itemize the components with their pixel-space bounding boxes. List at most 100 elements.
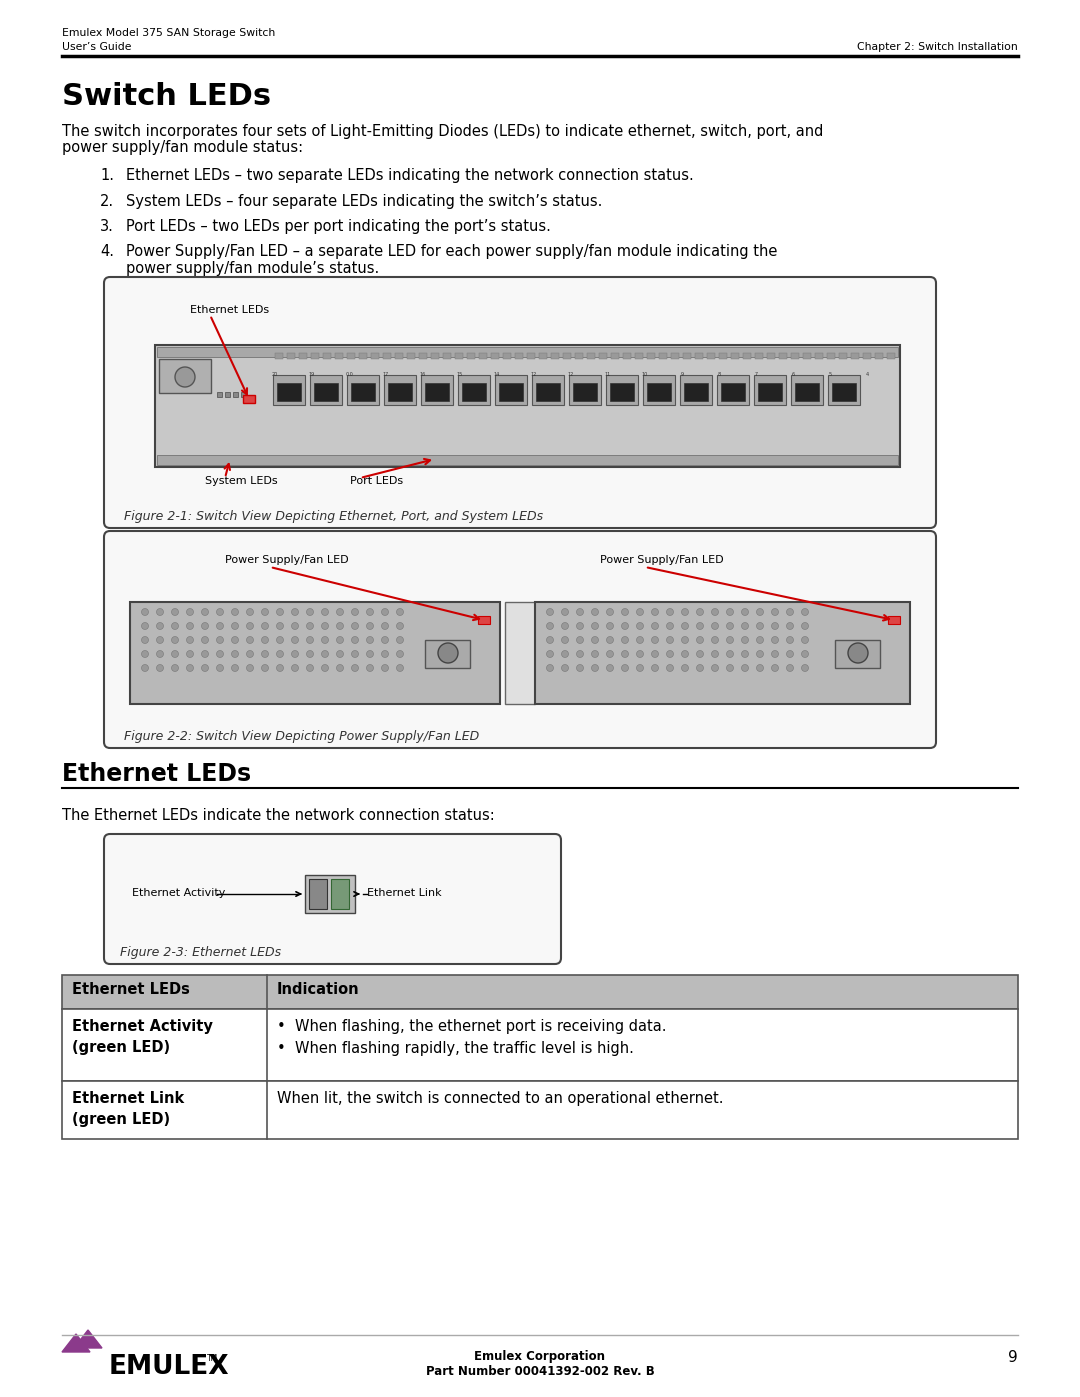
Circle shape [727, 651, 733, 658]
Bar [225, 393, 230, 397]
Bar [335, 353, 343, 359]
Bar [426, 640, 470, 668]
Circle shape [756, 665, 764, 672]
Circle shape [157, 665, 163, 672]
Bar [217, 393, 222, 397]
Text: Ethernet LEDs: Ethernet LEDs [190, 305, 269, 314]
Circle shape [801, 665, 809, 672]
Circle shape [546, 623, 554, 630]
Text: 5: 5 [828, 372, 832, 377]
Bar [804, 353, 811, 359]
Circle shape [577, 623, 583, 630]
FancyBboxPatch shape [104, 834, 561, 964]
Text: 9: 9 [1009, 1350, 1018, 1365]
Circle shape [172, 609, 178, 616]
Circle shape [396, 665, 404, 672]
Bar [309, 879, 327, 909]
Circle shape [592, 665, 598, 672]
Bar [659, 353, 667, 359]
Circle shape [187, 651, 193, 658]
Circle shape [141, 665, 149, 672]
Circle shape [607, 665, 613, 672]
Text: Emulex Model 375 SAN Storage Switch: Emulex Model 375 SAN Storage Switch [62, 28, 275, 38]
Circle shape [276, 637, 283, 644]
Circle shape [712, 623, 718, 630]
Bar [743, 353, 751, 359]
Bar [671, 353, 679, 359]
Circle shape [742, 651, 748, 658]
Text: Ethernet Activity
(green LED): Ethernet Activity (green LED) [72, 1018, 213, 1055]
Circle shape [231, 665, 239, 672]
Bar [539, 353, 546, 359]
Circle shape [172, 651, 178, 658]
Bar [755, 353, 762, 359]
Bar [647, 353, 654, 359]
Circle shape [562, 665, 568, 672]
Bar [426, 383, 449, 401]
Circle shape [727, 665, 733, 672]
Circle shape [187, 665, 193, 672]
Circle shape [742, 609, 748, 616]
Bar [156, 345, 900, 467]
Polygon shape [62, 1334, 90, 1352]
Text: 3.: 3. [100, 219, 113, 235]
Bar [532, 374, 564, 405]
Circle shape [231, 609, 239, 616]
Circle shape [157, 637, 163, 644]
Circle shape [337, 609, 343, 616]
Circle shape [322, 637, 328, 644]
Circle shape [202, 665, 208, 672]
Circle shape [246, 637, 254, 644]
Bar [347, 374, 379, 405]
Circle shape [381, 637, 389, 644]
Circle shape [261, 609, 269, 616]
Text: Ethernet Link: Ethernet Link [367, 888, 442, 898]
Circle shape [292, 665, 298, 672]
Text: System LEDs – four separate LEDs indicating the switch’s status.: System LEDs – four separate LEDs indicat… [126, 194, 603, 210]
Circle shape [712, 651, 718, 658]
Text: 11: 11 [605, 372, 611, 377]
Text: Ethernet Activity: Ethernet Activity [132, 888, 226, 898]
Circle shape [771, 665, 779, 672]
Bar [791, 374, 823, 405]
Bar [130, 602, 500, 704]
Bar [347, 353, 355, 359]
Bar [62, 975, 1018, 1009]
Bar [563, 353, 571, 359]
Bar [458, 374, 490, 405]
Circle shape [636, 637, 644, 644]
Text: 12: 12 [568, 372, 575, 377]
Text: •  When flashing, the ethernet port is receiving data.
•  When flashing rapidly,: • When flashing, the ethernet port is re… [276, 1018, 666, 1056]
Circle shape [172, 623, 178, 630]
Text: Ethernet LEDs: Ethernet LEDs [72, 982, 190, 997]
Bar [276, 383, 301, 401]
Circle shape [771, 637, 779, 644]
Text: 4: 4 [865, 372, 868, 377]
Bar [851, 353, 859, 359]
Circle shape [666, 609, 674, 616]
Circle shape [712, 665, 718, 672]
Bar [431, 353, 438, 359]
Circle shape [727, 609, 733, 616]
Circle shape [742, 623, 748, 630]
Text: Power Supply/Fan LED: Power Supply/Fan LED [225, 555, 349, 564]
Circle shape [712, 637, 718, 644]
FancyBboxPatch shape [104, 531, 936, 747]
Circle shape [727, 623, 733, 630]
Circle shape [756, 609, 764, 616]
Circle shape [351, 609, 359, 616]
Circle shape [307, 623, 313, 630]
Circle shape [786, 637, 794, 644]
Circle shape [246, 623, 254, 630]
Circle shape [231, 637, 239, 644]
Circle shape [546, 665, 554, 672]
Circle shape [681, 665, 689, 672]
Circle shape [246, 609, 254, 616]
Bar [611, 353, 619, 359]
Circle shape [592, 637, 598, 644]
Circle shape [697, 623, 703, 630]
Bar [623, 353, 631, 359]
Circle shape [562, 651, 568, 658]
Circle shape [727, 637, 733, 644]
Circle shape [351, 651, 359, 658]
